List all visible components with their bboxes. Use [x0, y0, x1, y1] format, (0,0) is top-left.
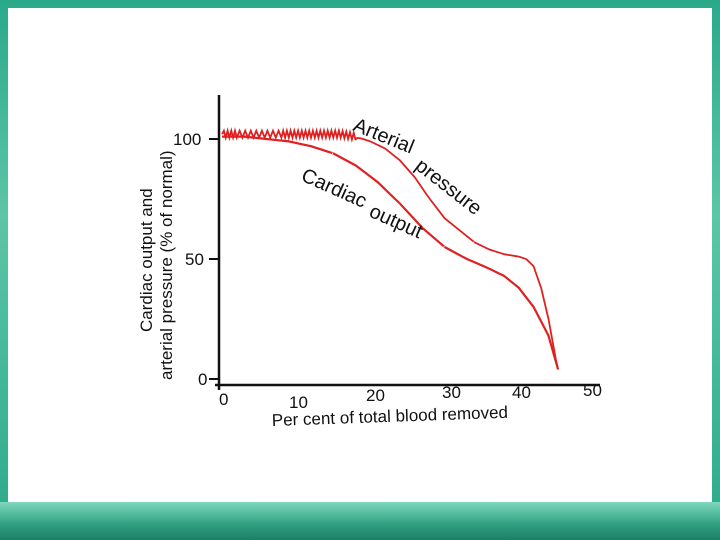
x-tick-label-0: 0 [219, 390, 228, 409]
bottom-band [0, 502, 720, 540]
x-tick-label-50: 50 [583, 381, 602, 400]
y-tick-label-50: 50 [185, 250, 204, 269]
cardiac-output-label-part2: output [366, 200, 426, 243]
cardiac-output-line [221, 135, 560, 370]
arterial-label-text-a: Arterial [350, 114, 417, 158]
cardiac-label-text-b: output [366, 200, 426, 243]
x-tick-label-10: 10 [289, 393, 308, 412]
cardiac-label-text-a: Cardiac [298, 164, 370, 212]
y-axis-title-line2: arterial pressure (% of normal) [157, 150, 176, 380]
x-tick-label-20: 20 [366, 386, 385, 405]
y-tick-label-100: 100 [173, 130, 201, 149]
y-tick-label-0: 0 [198, 370, 207, 389]
x-tick-label-30: 30 [442, 383, 461, 402]
y-axis-title-line1: Cardiac output and [137, 188, 156, 332]
x-tick-label-40: 40 [512, 383, 531, 402]
slide-panel [8, 8, 712, 502]
arterial-pressure-label-part1: Arterial [350, 114, 417, 158]
cardiac-output-label-part1: Cardiac [298, 164, 370, 212]
arterial-pressure-line [221, 127, 559, 370]
